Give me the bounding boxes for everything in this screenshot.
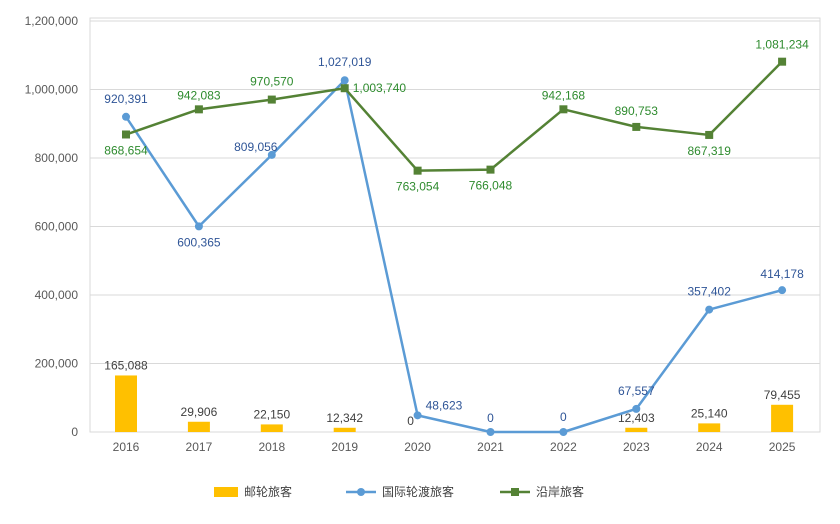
x-tick-label: 2024 xyxy=(696,440,723,454)
data-point xyxy=(413,166,422,175)
x-tick-label: 2020 xyxy=(404,440,431,454)
line-data-label: 766,048 xyxy=(469,179,513,193)
bar-cruise xyxy=(625,427,648,432)
data-point xyxy=(486,428,495,436)
x-tick-label: 2017 xyxy=(186,440,213,454)
data-point xyxy=(413,411,422,420)
y-tick-label: 1,000,000 xyxy=(25,83,79,97)
data-point xyxy=(705,305,714,314)
bar-cruise xyxy=(698,423,721,432)
data-point xyxy=(122,112,130,121)
data-point xyxy=(559,428,568,436)
y-tick-label: 200,000 xyxy=(35,357,79,371)
data-point xyxy=(194,105,203,114)
x-tick-label: 2021 xyxy=(477,440,504,454)
data-point xyxy=(194,222,203,231)
bar-data-label: 12,403 xyxy=(618,411,655,425)
y-tick-label: 600,000 xyxy=(35,220,79,234)
x-tick-label: 2019 xyxy=(331,440,358,454)
line-data-label: 1,027,019 xyxy=(318,55,372,69)
series-line-ferry xyxy=(124,78,783,434)
line-data-label: 920,391 xyxy=(104,92,148,106)
data-point xyxy=(267,95,276,104)
bar-data-label: 12,342 xyxy=(326,411,363,425)
y-tick-label: 800,000 xyxy=(35,151,79,165)
legend-marker xyxy=(357,488,365,496)
bar-data-label: 22,150 xyxy=(253,407,290,421)
line-data-label: 0 xyxy=(560,410,567,424)
legend-label: 沿岸旅客 xyxy=(536,484,584,499)
bar-data-label: 29,906 xyxy=(181,405,218,419)
line-data-label: 942,083 xyxy=(177,88,221,102)
line-data-label: 67,557 xyxy=(618,384,655,398)
line-data-label: 868,654 xyxy=(104,143,148,157)
y-tick-label: 400,000 xyxy=(35,288,79,302)
data-point xyxy=(340,84,349,93)
data-point xyxy=(122,130,130,139)
line-data-label: 942,168 xyxy=(542,88,586,102)
legend-marker xyxy=(511,488,519,496)
bar-data-label: 0 xyxy=(407,414,414,428)
bar-data-label: 25,140 xyxy=(691,406,728,420)
x-tick-label: 2022 xyxy=(550,440,577,454)
data-point xyxy=(632,404,641,413)
legend-swatch-cruise xyxy=(214,487,238,497)
bar-cruise xyxy=(187,421,210,432)
x-tick-label: 2025 xyxy=(769,440,796,454)
data-point xyxy=(267,150,276,159)
data-point xyxy=(705,130,714,139)
line-data-label: 414,178 xyxy=(760,267,804,281)
line-data-label: 970,570 xyxy=(250,75,294,89)
bar-cruise xyxy=(333,427,356,432)
data-point xyxy=(340,76,349,85)
line-data-label: 600,365 xyxy=(177,235,221,249)
legend-label: 国际轮渡旅客 xyxy=(382,484,454,499)
line-data-label: 809,056 xyxy=(234,140,278,154)
x-tick-label: 2016 xyxy=(113,440,140,454)
line-data-label: 763,054 xyxy=(396,180,440,194)
line-data-label: 357,402 xyxy=(688,285,732,299)
data-point xyxy=(778,286,787,295)
x-tick-label: 2018 xyxy=(258,440,285,454)
line-data-label: 48,623 xyxy=(426,398,463,412)
line-data-label: 890,753 xyxy=(615,104,659,118)
legend-label: 邮轮旅客 xyxy=(244,484,292,499)
bar-data-label: 79,455 xyxy=(764,388,801,402)
bar-data-label: 165,088 xyxy=(104,358,148,372)
y-tick-label: 0 xyxy=(71,425,78,439)
line-data-label: 1,003,740 xyxy=(353,81,407,95)
line-data-label: 867,319 xyxy=(688,144,732,158)
line-data-label: 1,081,234 xyxy=(755,38,809,52)
bar-cruise xyxy=(260,424,283,432)
data-point xyxy=(632,122,641,131)
x-tick-label: 2023 xyxy=(623,440,650,454)
bar-cruise xyxy=(115,375,137,432)
data-point xyxy=(559,105,568,114)
y-tick-label: 1,200,000 xyxy=(25,14,79,28)
line-data-label: 0 xyxy=(487,411,494,425)
data-point xyxy=(778,57,787,66)
series-line-coastal xyxy=(125,60,783,172)
data-point xyxy=(486,165,495,174)
bar-cruise xyxy=(771,404,794,432)
